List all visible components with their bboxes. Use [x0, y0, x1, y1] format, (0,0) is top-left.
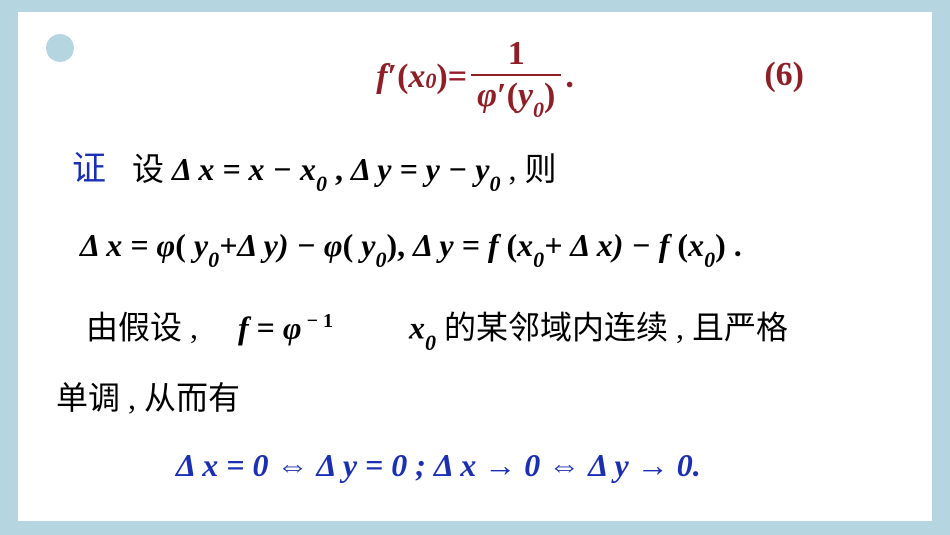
eq-y: y: [518, 77, 533, 114]
line-3: 由假设 , f = φ − 1 x0 的某邻域内连续 , 且严格: [86, 298, 894, 356]
l3-x0s: 0: [425, 330, 436, 355]
l2-f1: f: [488, 227, 499, 263]
l1-comma: ,: [335, 151, 351, 187]
slide-panel: f ′ ( x 0 ) = 1 φ′(y0) .: [18, 12, 932, 521]
slide-frame: f ′ ( x 0 ) = 1 φ′(y0) .: [0, 0, 950, 535]
line-3b: 单调 , 从而有: [56, 374, 894, 424]
l3-post1: 的某邻域内连续 , 且严格: [444, 309, 788, 345]
eq-bar: [471, 74, 561, 76]
l1-y0y: y: [475, 151, 489, 187]
eq-fraction: 1 φ′(y0): [471, 36, 561, 118]
eq-den: φ′(y0): [471, 78, 561, 118]
eq-num: 1: [502, 36, 531, 72]
eq-equals: =: [448, 58, 467, 96]
eq-x0: 0: [425, 68, 436, 94]
eq-f: f: [376, 58, 387, 96]
line-1: 证 设 Δ x = x − x0 , Δ y = y − y0 , 则: [56, 144, 894, 197]
l2-x0s2: 0: [704, 247, 715, 272]
l3-phi: φ: [283, 309, 302, 345]
l2-x0s: 0: [533, 247, 544, 272]
line-4: Δ x = 0 ⇔ Δ y = 0 ; Δ x → 0 ⇔ Δ y → 0.: [176, 447, 894, 484]
l3-exp: − 1: [302, 310, 333, 332]
l2-plus: +Δ y) −: [219, 227, 324, 263]
l1-post: , 则: [508, 151, 556, 187]
l1-dx: Δ x = x −: [172, 151, 300, 187]
equation-label: (6): [764, 56, 804, 94]
eq-open1: (: [397, 58, 408, 96]
l2-b2: (: [499, 227, 518, 263]
l2-a1: Δ x =: [80, 227, 157, 263]
l3-pre2: 单调 , 从而有: [56, 380, 240, 416]
l4-a: Δ x = 0 ⇔ Δ y = 0 ; Δ x → 0 ⇔ Δ y → 0.: [176, 447, 701, 483]
l2-b4: ) .: [715, 227, 742, 263]
eq-prime2: ′: [497, 77, 507, 114]
l2-b3: (: [669, 227, 688, 263]
l2-plus2: + Δ x) −: [544, 227, 659, 263]
main-equation-row: f ′ ( x 0 ) = 1 φ′(y0) .: [56, 36, 894, 118]
l2-b1: Δ y =: [413, 227, 488, 263]
l2-x0x2: x: [688, 227, 704, 263]
l1-dy: Δ y = y −: [351, 151, 475, 187]
l3-f: f: [238, 309, 249, 345]
main-equation: f ′ ( x 0 ) = 1 φ′(y0) .: [376, 36, 574, 118]
eq-close2: ): [544, 77, 555, 114]
eq-phi: φ: [477, 77, 497, 114]
l1-pre: 设: [132, 151, 172, 187]
l1-x0s: 0: [316, 171, 327, 196]
l2-f2: f: [659, 227, 670, 263]
l2-y0s: 0: [208, 247, 219, 272]
l2-y0y2: y: [361, 227, 375, 263]
l1-x0x: x: [300, 151, 316, 187]
l2-phi1: φ: [157, 227, 176, 263]
l1-y0s: 0: [489, 171, 500, 196]
eq-period: .: [565, 58, 574, 96]
l2-a4: ),: [386, 227, 413, 263]
eq-x: x: [408, 58, 425, 96]
l2-y0y: y: [194, 227, 208, 263]
l3-pre: 由假设 ,: [86, 309, 198, 345]
l2-a3: (: [343, 227, 362, 263]
l3-eq: =: [257, 309, 283, 345]
l2-phi2: φ: [324, 227, 343, 263]
eq-open2: (: [507, 77, 518, 114]
l2-x0x: x: [517, 227, 533, 263]
l2-a2: (: [175, 227, 194, 263]
eq-close1: ): [436, 58, 447, 96]
l3-x0x: x: [409, 309, 425, 345]
line-2: Δ x = φ( y0+Δ y) − φ( y0), Δ y = f (x0+ …: [80, 221, 894, 273]
l2-y0s2: 0: [375, 247, 386, 272]
proof-label: 证: [72, 151, 106, 188]
eq-y0: 0: [533, 97, 544, 122]
eq-prime1: ′: [388, 58, 398, 96]
